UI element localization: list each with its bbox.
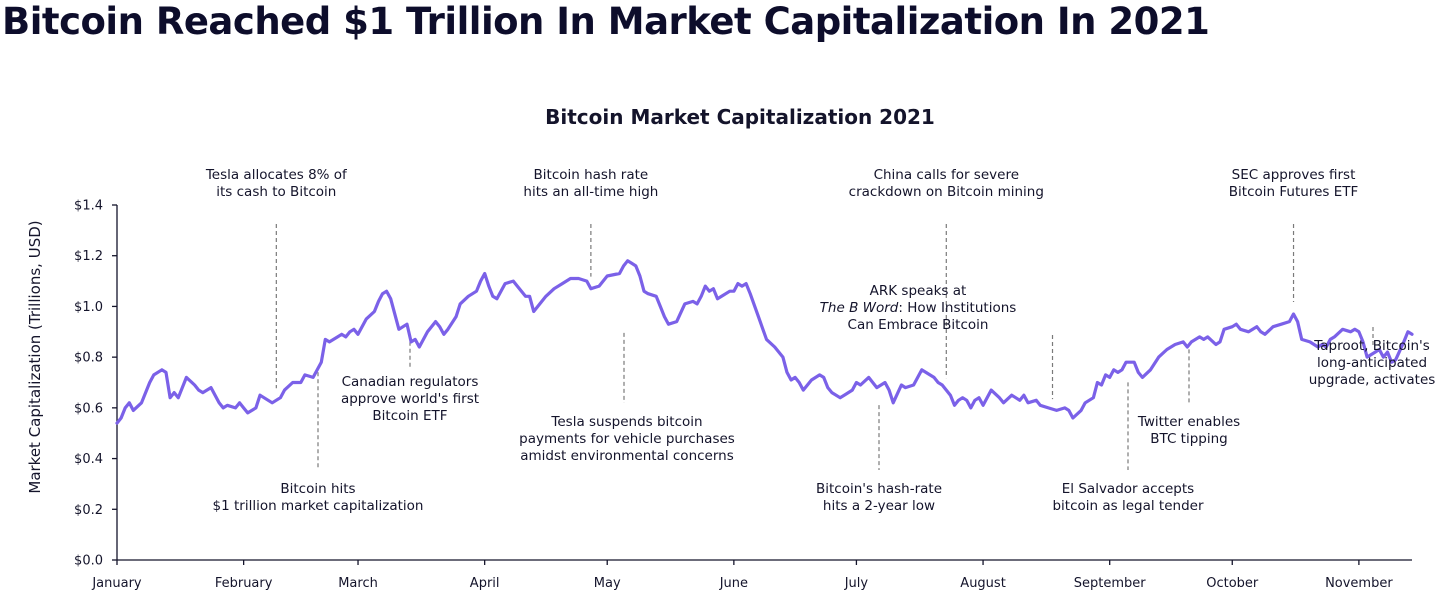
annotation-line: upgrade, activates xyxy=(1309,372,1436,388)
x-tick-label: April xyxy=(470,576,500,591)
annotation-line: Canadian regulators xyxy=(342,374,479,390)
y-tick-label: $1.0 xyxy=(74,300,103,315)
annotation-line: Bitcoin ETF xyxy=(372,408,447,424)
annotation-line: payments for vehicle purchases xyxy=(519,431,735,447)
chart-title: Bitcoin Market Capitalization 2021 xyxy=(545,105,935,129)
x-ticks: January February March April May June July Augu… xyxy=(91,560,1393,591)
annotation-line: long-anticipated xyxy=(1317,355,1427,371)
series-layer xyxy=(115,259,1414,425)
annotation-line: $1 trillion market capitalization xyxy=(213,498,424,514)
page-title: Bitcoin Reached $1 Trillion In Market Ca… xyxy=(2,0,1210,43)
y-axis-label: Market Capitalization (Trillions, USD) xyxy=(26,220,44,493)
x-tick-label: November xyxy=(1325,576,1393,591)
y-ticks: $0.0 $0.2 $0.4 $0.6 $0.8 $1.0 $1.2 $1.4 xyxy=(74,199,117,569)
annotation-line: hits a 2-year low xyxy=(823,498,935,514)
x-tick-label: March xyxy=(338,576,378,591)
y-tick-label: $0.2 xyxy=(74,503,103,518)
annotation-line: Taproot, Bitcoin's xyxy=(1313,338,1430,354)
annotation-line: amidst environmental concerns xyxy=(520,448,734,464)
annotation-line: hits an all-time high xyxy=(523,184,658,200)
annotation-line: Can Embrace Bitcoin xyxy=(848,317,989,333)
annotation-line: Bitcoin Futures ETF xyxy=(1229,184,1358,200)
annotation-line: crackdown on Bitcoin mining xyxy=(849,184,1044,200)
y-tick-label: $0.8 xyxy=(74,351,103,366)
x-tick-label: May xyxy=(594,576,621,591)
market-cap-series-line xyxy=(115,259,1414,425)
annotation-line: Tesla allocates 8% of xyxy=(205,167,348,183)
annotation-line: Bitcoin hash rate xyxy=(534,167,649,183)
annotation-line: Bitcoin's hash-rate xyxy=(816,481,942,497)
annotation-line: SEC approves first xyxy=(1232,167,1356,183)
x-tick-label: October xyxy=(1206,576,1259,591)
annotation-line: Bitcoin hits xyxy=(280,481,355,497)
y-tick-label: $0.0 xyxy=(74,554,103,569)
x-tick-label: July xyxy=(844,576,869,591)
y-tick-label: $1.4 xyxy=(74,199,103,214)
x-tick-label: January xyxy=(91,576,142,591)
axes xyxy=(116,205,1412,561)
annotation-annotations_mid-1: Taproot, Bitcoin'slong-anticipatedupgrad… xyxy=(1309,338,1436,388)
x-tick-label: August xyxy=(960,576,1006,591)
annotation-line: its cash to Bitcoin xyxy=(216,184,336,200)
annotation-line: The B Word: How Institutions xyxy=(820,300,1017,316)
x-tick-label: September xyxy=(1074,576,1147,591)
y-tick-label: $1.2 xyxy=(74,249,103,264)
annotation-line: BTC tipping xyxy=(1150,431,1228,447)
x-tick-label: February xyxy=(215,576,273,591)
annotation-annotations_bottom-0: Bitcoin hits$1 trillion market capitaliz… xyxy=(213,481,424,514)
y-tick-label: $0.6 xyxy=(74,401,103,416)
x-tick-label: June xyxy=(719,576,748,591)
annotation-leaders xyxy=(275,224,1374,470)
annotation-line: ARK speaks at xyxy=(870,283,967,299)
annotation-line: approve world's first xyxy=(341,391,479,407)
y-tick-label: $0.4 xyxy=(74,452,103,467)
annotation-line: El Salvador accepts xyxy=(1062,481,1194,497)
annotation-line: bitcoin as legal tender xyxy=(1052,498,1203,514)
annotation-line: Tesla suspends bitcoin xyxy=(550,414,702,430)
annotation-line: China calls for severe xyxy=(874,167,1019,183)
annotation-line: Twitter enables xyxy=(1137,414,1240,430)
